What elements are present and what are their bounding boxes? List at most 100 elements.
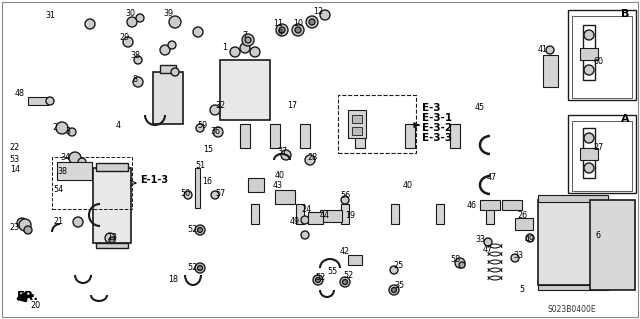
Bar <box>153 72 183 124</box>
Text: 38: 38 <box>57 167 67 176</box>
Circle shape <box>213 127 223 137</box>
Text: 51: 51 <box>195 160 205 169</box>
Circle shape <box>184 191 192 199</box>
Text: 32: 32 <box>215 101 225 110</box>
Bar <box>450 124 460 148</box>
Text: 50: 50 <box>180 189 190 197</box>
Text: 19: 19 <box>345 211 355 219</box>
Circle shape <box>73 217 83 227</box>
Text: 33: 33 <box>475 235 485 244</box>
Text: 18: 18 <box>168 276 178 285</box>
Bar <box>348 255 362 265</box>
Circle shape <box>584 65 594 75</box>
Circle shape <box>305 155 315 165</box>
Circle shape <box>250 47 260 57</box>
Circle shape <box>46 97 54 105</box>
Circle shape <box>511 254 519 262</box>
Text: E-3: E-3 <box>422 103 440 113</box>
Circle shape <box>342 279 348 285</box>
Text: 28: 28 <box>307 153 317 162</box>
Text: 54: 54 <box>53 186 63 195</box>
Text: 58: 58 <box>450 256 460 264</box>
Text: 38: 38 <box>130 51 140 61</box>
Circle shape <box>340 277 350 287</box>
Text: 49: 49 <box>525 235 535 244</box>
Text: 25: 25 <box>393 261 403 270</box>
Circle shape <box>484 238 492 246</box>
Bar <box>583 128 595 178</box>
Circle shape <box>133 77 143 87</box>
Circle shape <box>320 10 330 20</box>
Text: E-1-3: E-1-3 <box>140 175 168 185</box>
Text: 34: 34 <box>60 153 70 162</box>
Circle shape <box>455 258 465 268</box>
Circle shape <box>211 191 219 199</box>
Circle shape <box>136 14 144 22</box>
Bar <box>275 190 295 204</box>
Bar <box>538 285 608 290</box>
Text: 27: 27 <box>593 144 603 152</box>
Text: 31: 31 <box>45 11 55 20</box>
Text: 46: 46 <box>467 201 477 210</box>
Circle shape <box>392 287 397 293</box>
Circle shape <box>292 24 304 36</box>
Circle shape <box>341 196 349 204</box>
Text: 48: 48 <box>15 90 25 99</box>
Text: E-3-2: E-3-2 <box>422 123 452 133</box>
Bar <box>572 16 632 98</box>
Text: E-3-1: E-3-1 <box>422 113 452 123</box>
Circle shape <box>389 285 399 295</box>
Text: 16: 16 <box>202 177 212 187</box>
Text: 17: 17 <box>287 101 297 110</box>
Circle shape <box>316 278 321 283</box>
Bar <box>538 195 608 202</box>
Text: 20: 20 <box>30 300 40 309</box>
Circle shape <box>109 237 115 243</box>
Bar <box>348 110 366 138</box>
Bar <box>352 115 362 123</box>
Text: 53: 53 <box>10 155 20 165</box>
Circle shape <box>210 105 220 115</box>
Text: 21: 21 <box>53 218 63 226</box>
Text: 26: 26 <box>517 211 527 219</box>
Bar <box>341 204 349 224</box>
Text: 47: 47 <box>487 174 497 182</box>
Text: E-3-3: E-3-3 <box>422 133 452 143</box>
Text: 44: 44 <box>320 211 330 220</box>
Circle shape <box>281 150 291 160</box>
Bar <box>480 200 500 210</box>
Bar <box>160 65 176 73</box>
Text: 43: 43 <box>273 181 283 189</box>
Text: 6: 6 <box>595 231 600 240</box>
Circle shape <box>127 17 137 27</box>
Circle shape <box>230 47 240 57</box>
Circle shape <box>546 46 554 54</box>
Bar <box>240 124 250 148</box>
Circle shape <box>105 233 115 243</box>
Circle shape <box>306 16 318 28</box>
Bar <box>195 168 200 208</box>
Text: S023B0400E: S023B0400E <box>548 305 596 314</box>
Circle shape <box>459 262 465 268</box>
Text: 11: 11 <box>273 19 283 28</box>
Circle shape <box>195 225 205 235</box>
Text: 56: 56 <box>340 190 350 199</box>
Circle shape <box>276 24 288 36</box>
Text: 30: 30 <box>125 9 135 18</box>
Bar <box>590 200 635 290</box>
Bar <box>270 124 280 148</box>
Text: 52: 52 <box>343 271 353 280</box>
Circle shape <box>584 30 594 40</box>
Text: 52: 52 <box>315 272 325 281</box>
Text: 29: 29 <box>120 33 130 42</box>
Text: 41: 41 <box>538 46 548 55</box>
Text: 49: 49 <box>290 218 300 226</box>
Text: 13: 13 <box>107 234 117 242</box>
Text: FR.: FR. <box>17 290 39 302</box>
Text: 35: 35 <box>394 280 404 290</box>
Text: 57: 57 <box>215 189 225 197</box>
Bar <box>320 210 342 222</box>
Circle shape <box>160 45 170 55</box>
Bar <box>583 25 595 80</box>
Bar <box>93 168 131 243</box>
